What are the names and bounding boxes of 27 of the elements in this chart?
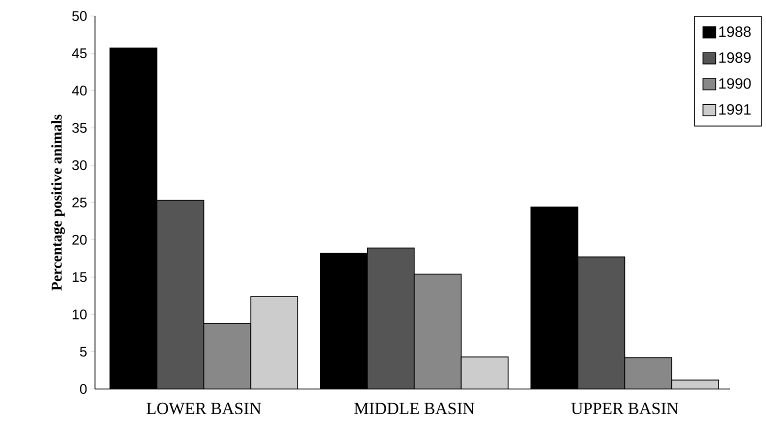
legend-label: 1989 [719,52,751,63]
y-tick-label: 20 [72,234,87,245]
x-tick-label: UPPER BASIN [571,402,678,414]
y-tick-label: 45 [72,48,87,58]
bar [577,256,626,389]
y-tick-label: 30 [72,160,87,170]
y-tick-label: 0 [80,384,87,394]
bar [204,323,251,389]
x-tick-label: MIDDLE BASIN [354,402,474,414]
y-tick-label: 50 [72,11,87,21]
y-tick-label: 35 [72,122,87,133]
y-tick-label: 5 [80,346,87,357]
y-tick-label: 40 [72,86,87,96]
bar [367,248,414,389]
legend-label: 1990 [719,78,751,89]
bar [156,200,204,389]
y-axis-title: Percentage positive animals [51,114,65,291]
bar [250,296,298,389]
legend-label: 1991 [719,104,751,115]
legend-label: 1988 [719,26,751,37]
y-tick-label: 10 [72,309,87,320]
bar [624,357,672,389]
bar [461,356,508,389]
y-tick-label: 25 [72,198,87,208]
y-tick-label: 15 [72,272,87,282]
x-tick-label: LOWER BASIN [146,402,262,414]
bar [414,274,462,389]
